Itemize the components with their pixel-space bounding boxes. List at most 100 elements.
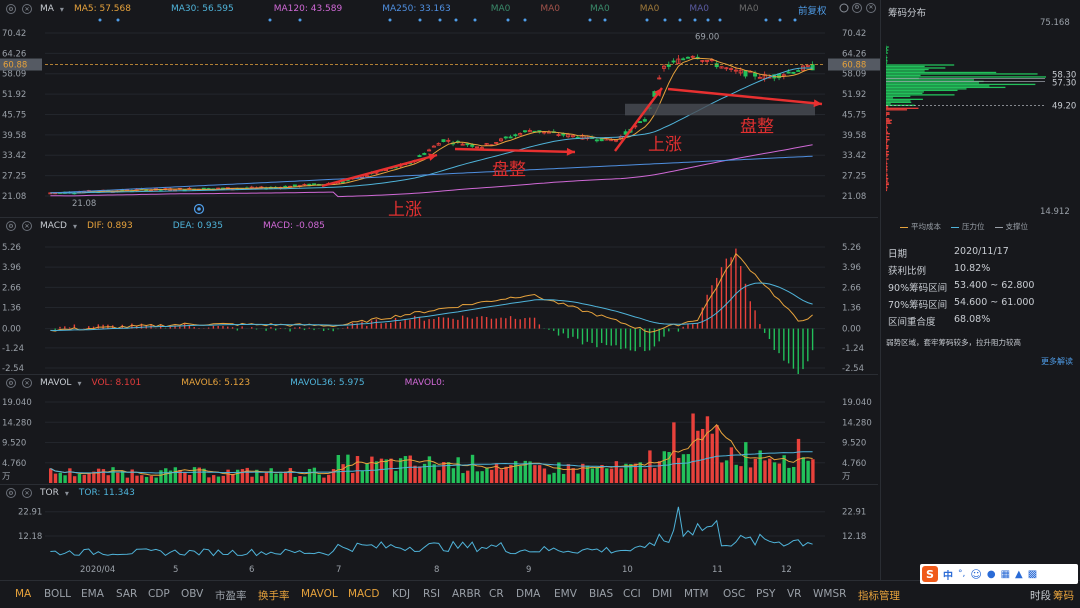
chart-annotation: 上涨 (648, 135, 682, 155)
tab-14[interactable]: DMA (516, 588, 541, 600)
tab-2[interactable]: EMA (81, 588, 104, 600)
candle-body (508, 136, 513, 139)
volume-bar (466, 470, 470, 483)
volume-bar (96, 468, 101, 483)
indicator-name[interactable]: TOR (40, 488, 59, 498)
price-tick-left: 58.09 (2, 70, 26, 80)
candle-body (705, 59, 710, 62)
chip-bottom-price: 14.912 (1040, 207, 1070, 217)
tab-1[interactable]: BOLL (44, 588, 71, 600)
indicator-value: MA250: 33.163 (382, 4, 451, 14)
chip-bar (886, 146, 889, 148)
volume-bar (274, 473, 278, 483)
close-icon[interactable]: ✕ (22, 4, 32, 14)
tor-tick-left: 22.91 (18, 508, 42, 518)
tab-18[interactable]: DMI (652, 588, 673, 600)
chip-bar (886, 94, 955, 96)
volume-bar (403, 456, 408, 483)
ime-punct-button[interactable]: °, (958, 569, 966, 579)
tab-0[interactable]: MA (15, 588, 32, 600)
ma-values: MA5: 57.568 MA30: 56.595 MA120: 43.589 MA25… (74, 4, 789, 14)
settings-icon[interactable]: ⚙ (6, 221, 16, 231)
candle-body (441, 139, 446, 143)
signal-dot (793, 18, 797, 22)
indicator-name[interactable]: MAVOL (40, 378, 72, 388)
volume-bar (442, 462, 446, 483)
settings-icon[interactable]: ⚙ (6, 378, 16, 388)
close-icon[interactable]: ✕ (22, 378, 32, 388)
ime-mode-button[interactable]: 中 (943, 570, 953, 582)
candle-body (786, 71, 791, 74)
tor-chart[interactable]: 22.91 22.91 12.18 12.18 (0, 501, 880, 563)
tab-24[interactable]: 指标管理 (858, 590, 900, 602)
indicator-name[interactable]: MACD (40, 221, 67, 231)
emoji-icon[interactable]: ☺ (970, 567, 982, 581)
chip-bar (886, 79, 974, 81)
sogou-logo-icon[interactable]: S (922, 566, 938, 582)
tab-19[interactable]: MTM (684, 588, 709, 600)
close-icon[interactable]: ✕ (22, 488, 32, 498)
reset-icon[interactable] (838, 2, 850, 17)
tab-23[interactable]: WMSR (813, 588, 847, 600)
tab-21[interactable]: PSY (756, 588, 776, 600)
volume-bar (53, 473, 58, 483)
close-icon[interactable]: ✕ (866, 2, 876, 13)
candle-body (556, 134, 561, 137)
tab-8[interactable]: MAVOL (301, 588, 338, 600)
tab-17[interactable]: CCI (623, 588, 641, 600)
volume-bar (149, 476, 154, 483)
tab-3[interactable]: SAR (116, 588, 138, 600)
tab-9[interactable]: MACD (348, 588, 380, 600)
chevron-down-icon[interactable]: ▾ (72, 221, 77, 231)
price-chart[interactable]: 70.42 70.42 64.26 64.26 58.09 58.09 51.92 51.92… (0, 16, 880, 234)
chip-bar (886, 58, 887, 60)
volume-bar (485, 467, 489, 483)
legend-avg-cost: 平均成本 (900, 221, 941, 232)
tab-6[interactable]: 市盈率 (215, 590, 247, 602)
tab-11[interactable]: RSI (423, 588, 441, 600)
macd-tick-right: 1.36 (842, 304, 861, 314)
volume-chart[interactable]: 19.040 19.040 14.280 14.280 9.520 9.520 4.760 4… (0, 391, 880, 485)
chevron-down-icon[interactable]: ▾ (59, 4, 64, 14)
close-icon[interactable]: ✕ (22, 221, 32, 231)
tab-period[interactable]: 时段 (1030, 590, 1051, 602)
tab-22[interactable]: VR (787, 588, 802, 600)
volume-bar (68, 468, 72, 483)
indicator-name[interactable]: MA (40, 4, 54, 14)
chip-level-label: 58.30 (1052, 70, 1076, 80)
volume-bar (197, 467, 201, 483)
settings-icon[interactable]: ⚙ (6, 4, 16, 14)
tab-chips[interactable]: 筹码 (1053, 590, 1074, 602)
macd-tick-left: 1.36 (2, 304, 21, 314)
settings-icon[interactable]: ⚙ (852, 2, 862, 13)
settings-icon[interactable]: ⚙ (6, 488, 16, 498)
tab-4[interactable]: CDP (148, 588, 170, 600)
keyboard-icon[interactable]: ▦ (1000, 568, 1011, 580)
chevron-down-icon[interactable]: ▾ (77, 378, 82, 388)
tab-15[interactable]: EMV (554, 588, 577, 600)
tor-tick-right: 12.18 (842, 532, 866, 542)
restore-right-button[interactable]: 前复权 (798, 6, 827, 17)
tab-5[interactable]: OBV (181, 588, 204, 600)
tab-16[interactable]: BIAS (589, 588, 614, 600)
tab-13[interactable]: CR (489, 588, 504, 600)
voice-icon[interactable]: ● (986, 568, 996, 580)
tab-12[interactable]: ARBR (452, 588, 481, 600)
skin-icon[interactable]: ▲ (1015, 568, 1023, 580)
more-analysis-link[interactable]: 更多解读 (1041, 357, 1073, 366)
volume-bar (255, 469, 259, 483)
signal-dot (116, 18, 120, 22)
candle-body (446, 139, 451, 142)
chevron-down-icon[interactable]: ▾ (64, 488, 69, 498)
tab-7[interactable]: 换手率 (258, 590, 290, 602)
toolbox-icon[interactable]: ▩ (1027, 568, 1038, 580)
candle-body (527, 129, 532, 133)
price-tick-right: 21.08 (842, 192, 866, 202)
macd-chart[interactable]: 5.26 5.26 3.96 3.96 2.66 2.66 1.36 1.36 0.00 0.00… (0, 234, 880, 374)
chip-bar (886, 56, 888, 59)
volume-bar (768, 458, 772, 483)
tab-10[interactable]: KDJ (392, 588, 411, 600)
volume-bar (192, 467, 197, 483)
tab-20[interactable]: OSC (723, 588, 746, 600)
chip-bar (886, 182, 889, 184)
